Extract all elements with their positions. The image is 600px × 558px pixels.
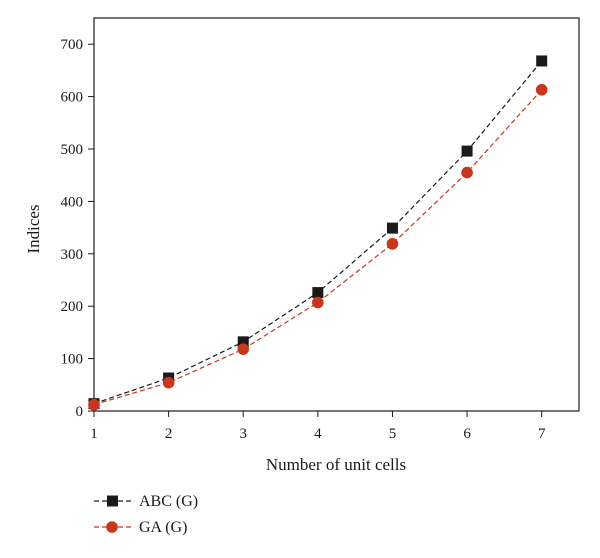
legend-marker-circle <box>106 521 118 533</box>
data-point-circle <box>461 166 473 179</box>
data-point-circle <box>88 398 100 411</box>
data-point-square <box>386 222 398 234</box>
x-tick-label: 1 <box>90 426 98 442</box>
x-tick-label: 4 <box>314 426 322 442</box>
data-point-square <box>237 336 249 348</box>
y-axis-title: Indices <box>24 204 43 253</box>
data-point-circle <box>162 376 175 389</box>
series-line-1 <box>93 60 543 405</box>
chart-axes <box>93 17 580 412</box>
y-tick-label: 700 <box>61 37 84 53</box>
y-tick-label: 600 <box>61 90 84 106</box>
legend-label-2: GA (G) <box>139 519 187 536</box>
chart-series <box>88 55 548 411</box>
y-tick-label: 100 <box>61 352 84 368</box>
x-tick-label: 3 <box>239 426 247 442</box>
x-tick-label: 5 <box>389 426 397 442</box>
data-point-circle <box>386 238 399 250</box>
data-point-circle <box>535 83 548 96</box>
y-tick-label: 500 <box>61 142 84 158</box>
x-tick-label: 7 <box>538 426 546 442</box>
y-tick-label: 200 <box>61 299 84 315</box>
legend-label-1: ABC (G) <box>139 493 198 510</box>
data-point-square <box>312 287 324 299</box>
x-tick-label: 2 <box>165 426 173 442</box>
x-tick-label: 6 <box>463 426 471 442</box>
y-tick-label: 0 <box>76 404 84 420</box>
chart-ticks: 1 2 3 4 5 6 7 0 100 200 300 400 500 600 700 <box>61 37 546 442</box>
y-tick-label: 300 <box>61 247 84 263</box>
chart-legend: ABC (G) GA (G) <box>94 493 198 536</box>
y-tick-label: 400 <box>61 194 84 210</box>
data-point-circle <box>312 296 324 309</box>
data-point-circle <box>237 343 250 355</box>
plot-frame <box>93 17 580 412</box>
data-point-square <box>536 55 548 67</box>
x-axis-title: Number of unit cells <box>266 455 406 474</box>
data-point-square <box>461 145 473 157</box>
series-line-2 <box>93 89 543 406</box>
legend-marker-square <box>107 495 118 507</box>
